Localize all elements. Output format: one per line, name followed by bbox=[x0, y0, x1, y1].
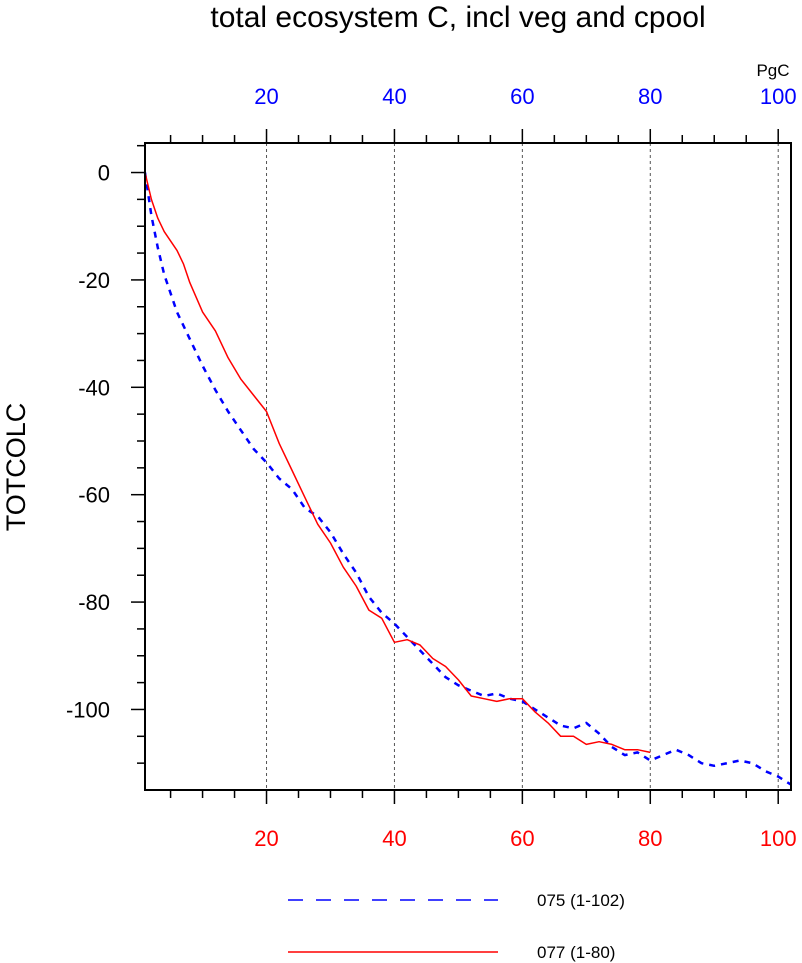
x-tick-label-bottom: 40 bbox=[382, 826, 406, 851]
x-tick-label-top: 80 bbox=[638, 84, 662, 109]
series-line bbox=[144, 172, 651, 754]
x-tick-label-bottom: 60 bbox=[510, 826, 534, 851]
x-tick-label-bottom: 20 bbox=[254, 826, 278, 851]
x-tick-label-top: 60 bbox=[510, 84, 534, 109]
x-tick-label-bottom: 100 bbox=[760, 826, 797, 851]
y-tick-label: 0 bbox=[98, 161, 110, 186]
plot-frame bbox=[144, 142, 792, 791]
legend: 075 (1-102) 077 (1-80) bbox=[288, 891, 625, 962]
y-axis-label: TOTCOLC bbox=[1, 403, 31, 532]
y-tick-label: -60 bbox=[78, 483, 110, 508]
y-tick-label: -100 bbox=[66, 697, 110, 722]
legend-label: 077 (1-80) bbox=[537, 943, 615, 962]
series-lines bbox=[143, 172, 792, 786]
x-tick-label-top: 100 bbox=[760, 84, 797, 109]
y-tick-label: -80 bbox=[78, 590, 110, 615]
y-tick-label: -40 bbox=[78, 375, 110, 400]
grid-lines bbox=[266, 143, 779, 790]
x-tick-label-bottom: 80 bbox=[638, 826, 662, 851]
top-axis-unit: PgC bbox=[756, 61, 789, 80]
y-tick-label: -20 bbox=[78, 268, 110, 293]
chart-title: total ecosystem C, incl veg and cpool bbox=[210, 1, 705, 34]
tick-labels: 20 20 40 40 60 60 80 80 100 100 0 -20 -40 -60 -80 -100 bbox=[66, 84, 797, 851]
axis-ticks bbox=[131, 129, 779, 804]
series-line bbox=[143, 172, 792, 786]
legend-label: 075 (1-102) bbox=[537, 891, 625, 910]
x-tick-label-top: 40 bbox=[382, 84, 406, 109]
x-tick-label-top: 20 bbox=[254, 84, 278, 109]
